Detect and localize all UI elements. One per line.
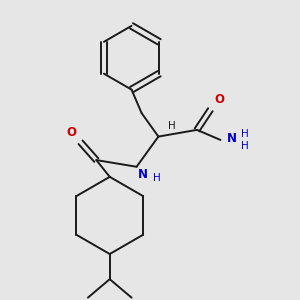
Text: N: N — [138, 169, 148, 182]
Text: O: O — [67, 126, 76, 139]
Text: H: H — [241, 129, 248, 139]
Text: H: H — [241, 141, 248, 151]
Text: O: O — [214, 93, 224, 106]
Text: H: H — [168, 121, 176, 130]
Text: H: H — [153, 173, 160, 184]
Text: N: N — [226, 132, 236, 145]
